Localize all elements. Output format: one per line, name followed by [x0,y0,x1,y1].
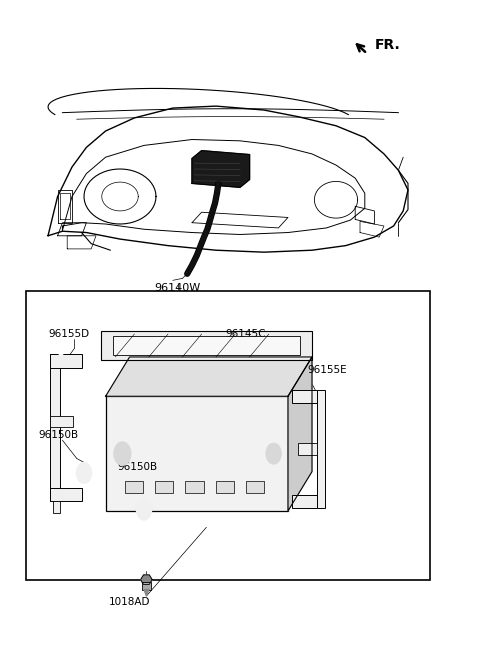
Circle shape [136,499,152,520]
Bar [317,390,325,508]
Bar [101,331,312,360]
Text: FR.: FR. [374,37,400,52]
Polygon shape [288,357,312,511]
Text: 96155D: 96155D [48,329,89,339]
Bar [26,291,430,580]
Bar [50,354,82,368]
Bar [125,481,143,493]
Bar [185,481,204,493]
Bar [216,481,234,493]
Circle shape [114,442,131,465]
Bar [113,336,300,355]
Bar [106,396,288,511]
Bar [50,488,82,501]
Bar [50,416,73,428]
Text: 96145C: 96145C [226,329,266,339]
Bar [292,495,317,508]
Text: 1018AD: 1018AD [109,597,150,607]
Bar [292,390,317,403]
Text: 96150B: 96150B [118,462,158,472]
Polygon shape [141,575,152,584]
Bar [155,481,173,493]
Text: 96155E: 96155E [307,365,347,375]
Circle shape [328,438,335,447]
Polygon shape [144,590,149,596]
Bar [142,582,151,590]
Bar [246,481,264,493]
Text: 96140W: 96140W [155,283,201,293]
Polygon shape [106,357,312,396]
Circle shape [266,443,281,464]
Text: 96150B: 96150B [38,430,79,440]
Circle shape [58,346,64,355]
Circle shape [76,462,92,483]
Bar [53,501,60,513]
Polygon shape [192,151,250,187]
Bar [298,443,317,455]
Bar [50,354,60,501]
